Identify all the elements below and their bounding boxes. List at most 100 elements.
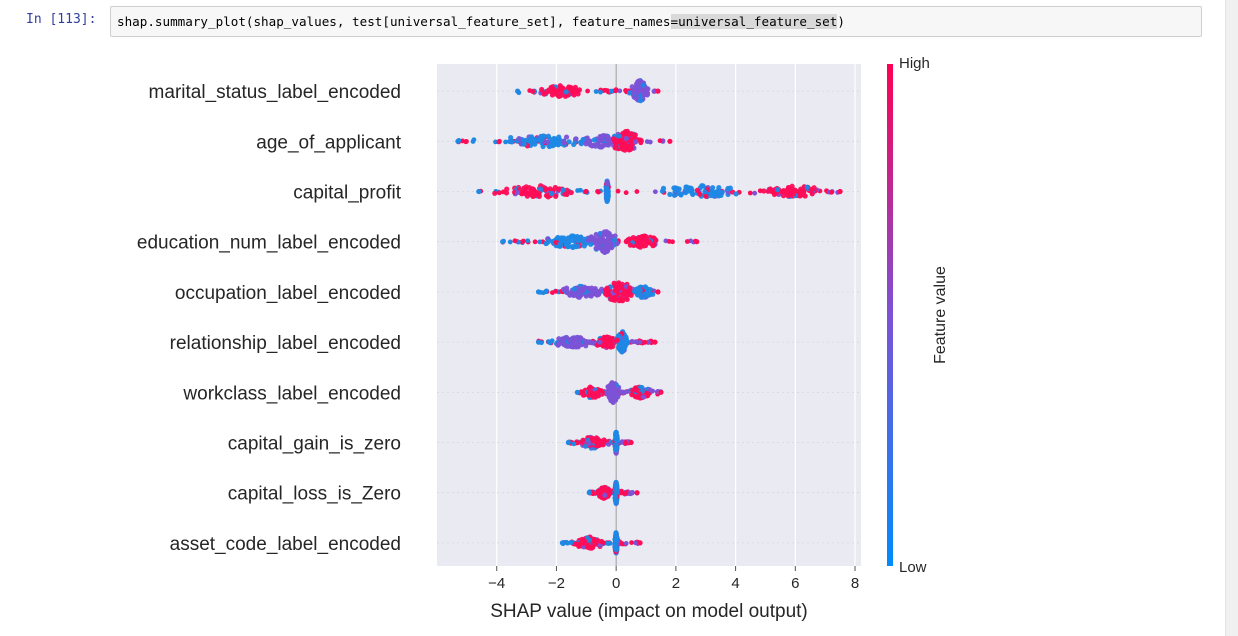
feature-label: capital_loss_is_Zero [228,484,401,505]
shap-dot [576,342,582,348]
shap-dot [610,382,616,388]
shap-dot [559,540,566,546]
shap-dot [580,437,586,443]
shap-dot [535,339,542,345]
shap-dot [623,135,629,142]
shap-dot [574,336,581,342]
feature-label: occupation_label_encoded [175,283,401,304]
shap-dot [757,188,763,194]
shap-dot [597,230,603,237]
shap-dot [761,188,767,194]
shap-dot [588,390,594,396]
shap-dot [646,238,652,245]
shap-dot [623,440,629,446]
x-tick-label: 2 [672,575,680,592]
shap-dot [591,137,597,143]
shap-dot [584,544,591,550]
shap-dot [604,194,610,201]
shap-dot [613,547,619,553]
shap-dot [595,291,602,298]
shap-dot [582,443,589,449]
shap-dot [516,135,522,142]
shap-dot [503,190,510,196]
shap-dot [630,339,636,345]
shap-dot [809,191,815,197]
shap-dot [568,87,574,93]
shap-dot [837,188,843,195]
shap-dot [614,438,620,444]
shap-dot [614,487,621,493]
shap-dot [607,238,613,244]
shap-dot [563,134,570,140]
shap-dot [684,239,690,244]
shap-dot [683,187,689,193]
shap-dot [629,392,635,398]
shap-dot [503,139,508,145]
shap-dot [638,137,644,143]
shap-dot [585,285,592,291]
feature-label: education_num_label_encoded [137,233,401,254]
cell-prompt: In [113]: [26,12,97,27]
shap-dot [593,231,599,238]
code-input[interactable]: shap.summary_plot(shap_values, test[univ… [110,6,1202,37]
shap-dot [508,134,514,141]
shap-dot [507,138,513,145]
shap-dot [560,337,566,343]
shap-dot [599,286,605,292]
shap-dot [573,136,579,142]
shap-dot [614,337,620,343]
shap-dot [601,437,607,443]
shap-dot [613,283,619,289]
shap-dot [597,245,603,251]
shap-dot [565,439,571,446]
scrollbar[interactable] [1225,0,1238,636]
shap-dot [613,533,620,540]
shap-dot [613,87,619,93]
shap-dot [703,193,709,199]
shap-dot [829,189,834,195]
shap-dot [586,537,593,543]
shap-dot [612,287,618,294]
shap-dot [670,239,675,245]
feature-label: relationship_label_encoded [170,333,401,354]
shap-dot [543,192,550,199]
shap-dot [606,441,612,447]
shap-dot [752,190,758,196]
shap-dot [598,89,603,95]
shap-dot [716,184,722,191]
shap-dot [642,242,649,249]
shap-dot [645,339,651,345]
shap-dot [610,136,617,142]
shap-dot [619,281,625,287]
shap-dot [548,84,554,90]
shap-dot [627,131,633,137]
x-tick-label: −4 [488,575,505,592]
shap-dot [561,139,567,146]
shap-dot [627,242,633,248]
shap-dot [525,238,531,244]
shap-dot [786,192,792,199]
code-text: shap.summary_plot(shap_values, test[univ… [117,14,671,29]
shap-dot [556,340,563,347]
shap-dot [678,191,684,197]
shap-dot [604,285,610,291]
shap-dot [476,188,482,195]
shap-dot [613,143,620,150]
shap-dot [597,138,603,144]
shap-dot [637,339,643,345]
shap-dot [504,186,510,192]
feature-label: workclass_label_encoded [182,383,401,404]
shap-dot [628,439,634,446]
shap-dot [647,286,653,293]
shap-dot [621,291,627,297]
shap-dot [574,541,580,547]
shap-dot [655,289,661,295]
shap-dot [637,98,644,104]
shap-dot [621,390,627,396]
shap-dot [653,237,659,243]
shap-dot [659,188,666,194]
shap-dot [561,286,567,292]
shap-dot [634,84,640,90]
shap-dot [562,191,568,197]
